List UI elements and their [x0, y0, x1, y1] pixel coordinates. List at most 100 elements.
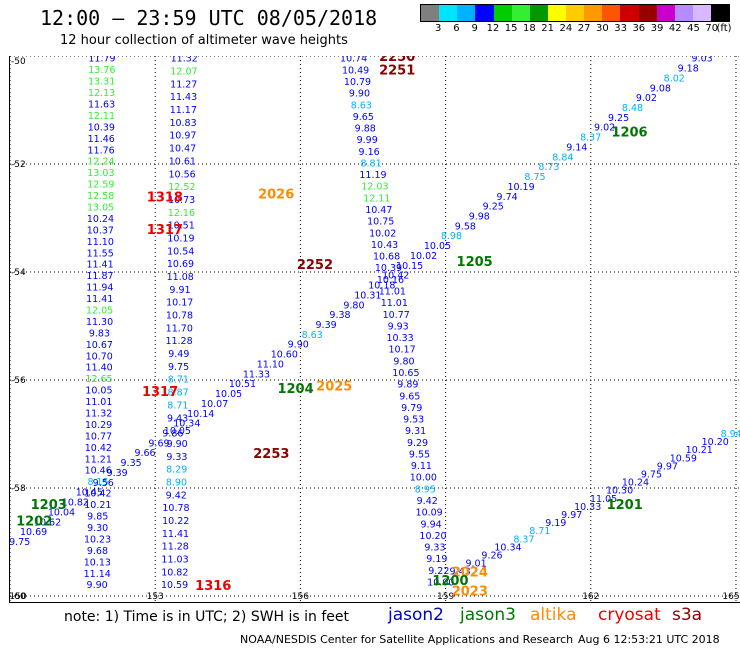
color-scale-tick-label: 27: [577, 23, 591, 34]
swh-value: 10.61: [169, 156, 196, 167]
swh-value: 10.02: [369, 228, 396, 239]
color-scale-tick-label: 3: [435, 23, 442, 34]
swh-value: 9.79: [401, 403, 422, 414]
x-axis-tick-label: 156: [292, 592, 309, 602]
swh-value: 11.05: [590, 494, 617, 505]
swh-value: 9.31: [405, 426, 426, 437]
mission-cryosat: cryosat: [598, 605, 661, 625]
swh-value: 10.05: [215, 389, 242, 400]
swh-value: 9.39: [316, 320, 337, 331]
swh-value: 11.94: [86, 283, 113, 294]
mission-s3a: s3a: [672, 605, 703, 625]
pass-label: 2251: [379, 64, 415, 79]
swh-value: 9.75: [10, 537, 30, 548]
swh-value: 11.55: [87, 248, 114, 259]
swh-value: 9.97: [657, 461, 678, 472]
swh-value: 9.11: [411, 461, 432, 472]
color-scale-tick-label: 21: [541, 23, 555, 34]
swh-value: 11.70: [166, 323, 193, 334]
swh-value: 11.41: [86, 294, 113, 305]
swh-value: 11.28: [165, 336, 192, 347]
swh-value: 11.10: [257, 359, 284, 370]
swh-value: 8.29: [166, 465, 187, 476]
swh-value: 9.80: [393, 356, 414, 367]
swh-value: 9.91: [169, 285, 190, 296]
color-scale-tick-label: 42: [668, 23, 682, 34]
swh-value: 11.32: [171, 56, 198, 65]
swh-value: 10.70: [86, 351, 113, 362]
swh-value: 8.37: [580, 133, 601, 144]
swh-value: 11.63: [88, 99, 115, 110]
wave-height-map: 150 153 156 159 162 165 -50 -52 -54 -56 -58 -60 11.7…: [9, 50, 740, 603]
swh-value: 9.33: [424, 543, 445, 554]
swh-value: 10.39: [88, 122, 115, 133]
x-axis-tick-label: 159: [437, 592, 454, 602]
swh-value: 10.78: [162, 503, 189, 514]
swh-value: 10.45: [76, 488, 103, 499]
swh-value: 8.94: [721, 429, 740, 440]
color-swatch: [475, 5, 494, 21]
swh-value: 10.75: [367, 217, 394, 228]
swh-value: 12.13: [88, 88, 115, 99]
swh-value: 9.33: [166, 452, 187, 463]
swh-value: 13.05: [87, 202, 114, 213]
swh-value: 8.84: [552, 152, 573, 163]
pass-label: 1201: [607, 498, 643, 513]
swh-value: 10.73: [168, 195, 195, 206]
x-axis-tick-label: 153: [147, 592, 164, 602]
pass-label: 1316: [195, 579, 231, 594]
swh-value: 12.65: [85, 374, 112, 385]
pass-label: 2026: [258, 188, 294, 203]
swh-value: 10.82: [62, 498, 89, 509]
swh-value: 10.34: [494, 542, 521, 553]
swh-value: 8.71: [168, 375, 189, 386]
swh-value: 10.21: [686, 445, 713, 456]
swh-value: 8.73: [538, 162, 559, 173]
color-scale-tick-label: 18: [523, 23, 536, 34]
color-swatch: [656, 5, 675, 21]
swh-value: 9.98: [469, 212, 490, 223]
pass-label: 2252: [297, 258, 333, 273]
swh-value: 10.78: [166, 311, 193, 322]
x-axis-tick-label: 162: [582, 592, 599, 602]
swh-value: 11.32: [85, 409, 112, 420]
swh-value: 11.27: [170, 79, 197, 90]
swh-value: 9.97: [561, 510, 582, 521]
swh-value: 9.89: [397, 380, 418, 391]
swh-value: 11.08: [167, 272, 194, 283]
swh-value: 10.22: [162, 516, 189, 527]
color-scale-ticks: 3 6 9 12 15 18 21 24 27 30 33 36 39 42 45 70 (ft): [420, 22, 731, 34]
swh-value: 11.46: [88, 134, 115, 145]
color-swatch: [493, 5, 512, 21]
swh-value: 12.16: [168, 208, 195, 219]
swh-value: 10.31: [354, 290, 381, 301]
pass-label: 2253: [253, 447, 289, 462]
swh-value: 8.81: [360, 158, 381, 169]
swh-value: 10.69: [20, 527, 47, 538]
swh-value: 12.52: [168, 182, 195, 193]
swh-value: 8.63: [351, 100, 372, 111]
swh-value: 9.65: [399, 391, 420, 402]
y-axis-tick-label: -52: [11, 160, 26, 170]
swh-value: 8.75: [524, 172, 545, 183]
swh-value: 9.68: [87, 546, 108, 557]
pass-label: 1203: [31, 498, 67, 513]
swh-value: 10.00: [427, 578, 454, 589]
swh-value: 12.03: [361, 182, 388, 193]
generation-timestamp: Aug 6 12:53:21 UTC 2018: [578, 633, 720, 646]
swh-value: 10.20: [419, 531, 446, 542]
swh-value: 9.49: [168, 349, 189, 360]
swh-value: 10.54: [167, 246, 194, 257]
swh-value: 9.85: [87, 512, 108, 523]
swh-value: 10.09: [416, 508, 443, 519]
swh-value: 11.33: [243, 369, 270, 380]
swh-value: 9.02: [636, 93, 657, 104]
color-swatch: [692, 5, 711, 21]
swh-value: 10.33: [387, 333, 414, 344]
swh-value: 9.02: [594, 123, 615, 134]
swh-value: 10.15: [396, 261, 423, 272]
pass-label: 1206: [611, 126, 647, 141]
swh-value: 9.19: [545, 518, 566, 529]
swh-value: 9.75: [641, 470, 662, 481]
swh-value: 8.87: [168, 388, 189, 399]
